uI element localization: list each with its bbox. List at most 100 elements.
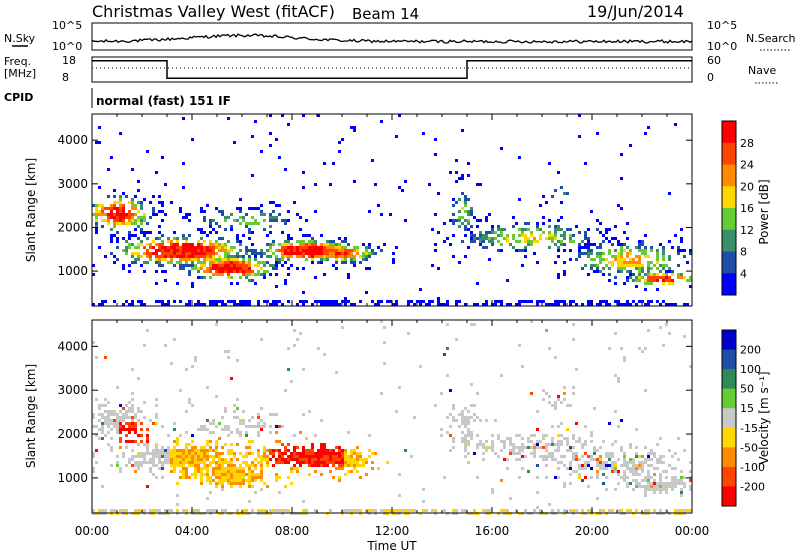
heatmap-cell bbox=[233, 464, 236, 467]
heatmap-cell bbox=[353, 449, 356, 452]
heatmap-cell bbox=[353, 458, 356, 461]
heatmap-cell bbox=[224, 219, 227, 222]
heatmap-cell bbox=[209, 300, 212, 303]
heatmap-cell bbox=[542, 458, 545, 461]
heatmap-cell bbox=[182, 252, 185, 255]
colorbar-swatch bbox=[722, 447, 736, 468]
heatmap-cell bbox=[560, 422, 563, 425]
heatmap-cell bbox=[569, 237, 572, 240]
heatmap-cell bbox=[206, 476, 209, 479]
heatmap-cell bbox=[569, 446, 572, 449]
heatmap-cell bbox=[626, 264, 629, 267]
heatmap-cell bbox=[473, 452, 476, 455]
heatmap-cell bbox=[638, 461, 641, 464]
heatmap-cell bbox=[248, 249, 251, 252]
heatmap-cell bbox=[209, 455, 212, 458]
heatmap-cell bbox=[287, 368, 290, 371]
heatmap-cell bbox=[323, 258, 326, 261]
heatmap-cell bbox=[131, 425, 134, 428]
heatmap-cell bbox=[203, 252, 206, 255]
heatmap-cell bbox=[236, 219, 239, 222]
heatmap-cell bbox=[578, 440, 581, 443]
heatmap-cell bbox=[368, 252, 371, 255]
heatmap-cell bbox=[299, 300, 302, 303]
heatmap-cell bbox=[128, 213, 131, 216]
heatmap-cell bbox=[617, 458, 620, 461]
heatmap-cell bbox=[191, 455, 194, 458]
heatmap-cell bbox=[155, 243, 158, 246]
heatmap-cell bbox=[383, 341, 386, 344]
heatmap-cell bbox=[242, 303, 245, 306]
heatmap-cell bbox=[497, 300, 500, 303]
heatmap-cell bbox=[98, 419, 101, 422]
heatmap-cell bbox=[305, 437, 308, 440]
heatmap-cell bbox=[146, 437, 149, 440]
heatmap-cell bbox=[125, 416, 128, 419]
heatmap-cell bbox=[452, 255, 455, 258]
heatmap-cell bbox=[233, 410, 236, 413]
heatmap-cell bbox=[212, 273, 215, 276]
heatmap-cell bbox=[446, 303, 449, 306]
heatmap-cell bbox=[656, 443, 659, 446]
heatmap-cell bbox=[545, 476, 548, 479]
heatmap-cell bbox=[248, 446, 251, 449]
heatmap-cell bbox=[119, 216, 122, 219]
heatmap-cell bbox=[134, 422, 137, 425]
heatmap-cell bbox=[164, 303, 167, 306]
colorbar-tick-label: 12 bbox=[740, 224, 754, 237]
heatmap-cell bbox=[224, 228, 227, 231]
heatmap-cell bbox=[227, 482, 230, 485]
heatmap-cell bbox=[122, 416, 125, 419]
heatmap-cell bbox=[644, 485, 647, 488]
heatmap-cell bbox=[122, 219, 125, 222]
heatmap-cell bbox=[224, 350, 227, 353]
heatmap-cell bbox=[185, 237, 188, 240]
heatmap-cell bbox=[245, 267, 248, 270]
heatmap-cell bbox=[305, 246, 308, 249]
heatmap-cell bbox=[194, 473, 197, 476]
heatmap-cell bbox=[215, 252, 218, 255]
heatmap-cell bbox=[212, 261, 215, 264]
heatmap-cell bbox=[269, 213, 272, 216]
heatmap-cell bbox=[179, 255, 182, 258]
heatmap-cell bbox=[317, 455, 320, 458]
heatmap-cell bbox=[218, 246, 221, 249]
heatmap-cell bbox=[302, 303, 305, 306]
heatmap-cell bbox=[599, 252, 602, 255]
heatmap-cell bbox=[317, 458, 320, 461]
heatmap-cell bbox=[242, 509, 245, 512]
heatmap-cell bbox=[161, 246, 164, 249]
heatmap-cell bbox=[470, 431, 473, 434]
heatmap-cell bbox=[302, 455, 305, 458]
heatmap-cell bbox=[245, 446, 248, 449]
heatmap-cell bbox=[206, 464, 209, 467]
heatmap-cell bbox=[152, 449, 155, 452]
heatmap-cell bbox=[254, 252, 257, 255]
heatmap-cell bbox=[173, 440, 176, 443]
heatmap-cell bbox=[338, 455, 341, 458]
heatmap-cell bbox=[368, 455, 371, 458]
heatmap-cell bbox=[455, 159, 458, 162]
heatmap-cell bbox=[164, 255, 167, 258]
heatmap-cell bbox=[287, 249, 290, 252]
heatmap-cell bbox=[194, 359, 197, 362]
heatmap-cell bbox=[326, 449, 329, 452]
heatmap-cell bbox=[191, 464, 194, 467]
heatmap-cell bbox=[239, 422, 242, 425]
heatmap-cell bbox=[236, 470, 239, 473]
heatmap-cell bbox=[632, 264, 635, 267]
heatmap-cell bbox=[146, 485, 149, 488]
heatmap-cell bbox=[566, 228, 569, 231]
heatmap-cell bbox=[230, 485, 233, 488]
heatmap-cell bbox=[134, 261, 137, 264]
heatmap-cell bbox=[437, 300, 440, 303]
heatmap-cell bbox=[662, 267, 665, 270]
heatmap-cell bbox=[95, 461, 98, 464]
heatmap-cell bbox=[191, 434, 194, 437]
heatmap-cell bbox=[152, 213, 155, 216]
heatmap-cell bbox=[638, 455, 641, 458]
heatmap-cell bbox=[656, 249, 659, 252]
heatmap-cell bbox=[107, 219, 110, 222]
heatmap-cell bbox=[557, 240, 560, 243]
noise-right-tick-bottom: 10^0 bbox=[707, 40, 737, 53]
